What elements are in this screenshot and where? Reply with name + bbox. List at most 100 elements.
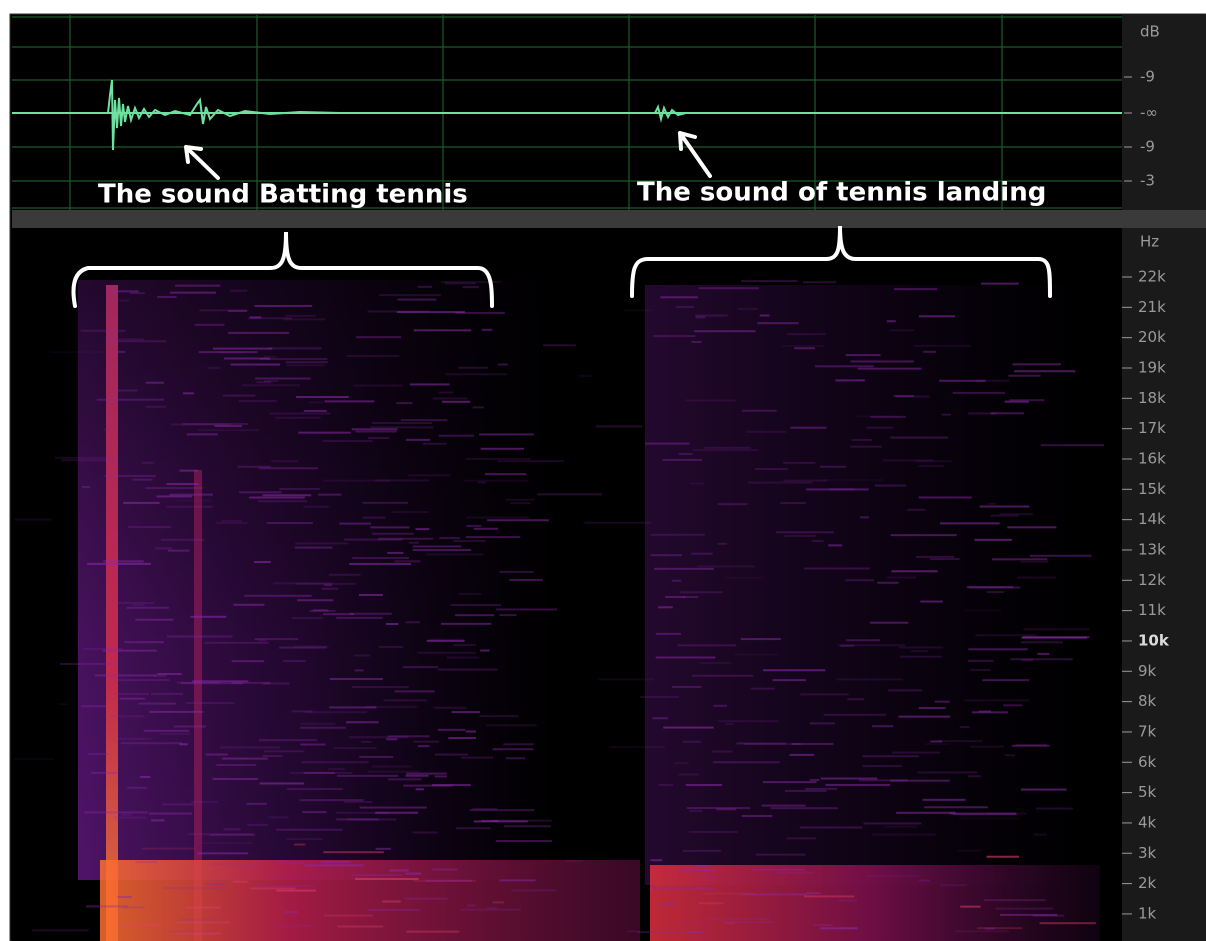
texture-streak [719,720,779,722]
texture-streak [232,660,264,662]
texture-streak [434,707,466,709]
texture-streak [170,494,213,496]
hz-label: 12k [1138,571,1166,589]
texture-streak [379,646,403,648]
texture-streak [439,537,459,539]
texture-streak [60,663,118,665]
texture-streak [510,502,530,504]
texture-streak [368,771,419,773]
texture-streak [968,775,981,777]
texture-streak [458,367,488,369]
texture-streak [372,766,412,768]
texture-streak [887,320,896,322]
texture-streak [262,494,311,496]
texture-streak [124,641,163,643]
texture-streak [959,818,1020,820]
texture-streak [847,698,864,700]
texture-streak [821,778,877,780]
texture-streak [406,773,447,775]
texture-streak [866,875,920,877]
texture-streak [888,689,922,691]
texture-streak [697,565,755,567]
texture-streak [920,601,942,603]
texture-streak [439,391,454,393]
texture-streak [894,288,937,290]
texture-streak [135,619,173,621]
texture-streak [120,924,162,926]
texture-streak [805,788,837,790]
texture-streak [609,746,665,748]
texture-streak [683,596,698,598]
texture-streak [735,654,779,656]
texture-streak [409,542,419,544]
texture-streak [1017,577,1056,579]
annotation: The sound Batting tennis [98,180,468,210]
texture-streak [95,674,157,676]
texture-streak [356,336,401,338]
texture-streak [992,558,1047,560]
texture-streak [509,579,542,581]
texture-streak [850,360,913,362]
texture-streak [940,884,967,886]
texture-streak [84,811,148,813]
texture-streak [725,577,763,579]
texture-streak [995,908,1052,910]
texture-streak [142,848,194,850]
texture-streak [1022,659,1034,661]
texture-streak [918,771,978,773]
hz-label: 8k [1138,692,1157,710]
texture-streak [14,519,51,521]
texture-streak [198,429,259,431]
texture-streak [324,400,374,402]
texture-streak [900,656,942,658]
texture-streak [537,493,601,495]
texture-streak [413,880,476,882]
texture-streak [773,679,806,681]
texture-streak [337,926,383,928]
texture-streak [676,306,694,308]
texture-streak [146,406,166,408]
texture-streak [974,539,1011,541]
texture-streak [503,743,533,745]
texture-streak [578,375,591,377]
texture-streak [688,931,705,933]
hz-label: 2k [1138,874,1157,892]
texture-streak [980,506,1030,508]
texture-streak [365,706,417,708]
texture-streak [891,534,957,536]
texture-streak [323,613,354,615]
texture-streak [350,613,392,615]
texture-streak [919,465,944,467]
texture-streak [362,502,408,504]
texture-streak [466,536,521,538]
texture-streak [352,686,409,688]
texture-streak [322,588,338,590]
texture-streak [309,401,323,403]
texture-streak [213,348,272,350]
texture-streak [321,861,350,863]
texture-streak [50,351,110,353]
texture-streak [804,567,870,569]
texture-streak [300,744,325,746]
texture-streak [386,738,397,740]
texture-streak [233,881,248,883]
texture-streak [199,351,258,353]
texture-streak [742,815,772,817]
texture-streak [762,805,806,807]
texture-streak [295,542,348,544]
texture-streak [305,711,367,713]
texture-streak [683,850,721,852]
texture-streak [543,344,576,346]
texture-streak [812,540,824,542]
texture-streak [276,417,321,419]
texture-streak [123,502,160,504]
texture-streak [930,558,960,560]
texture-streak [445,373,507,375]
texture-streak [1023,628,1089,630]
texture-streak [466,458,531,460]
texture-streak [294,646,329,648]
texture-streak [685,399,736,401]
texture-streak [487,519,549,521]
texture-streak [192,680,248,682]
texture-streak [958,850,983,852]
